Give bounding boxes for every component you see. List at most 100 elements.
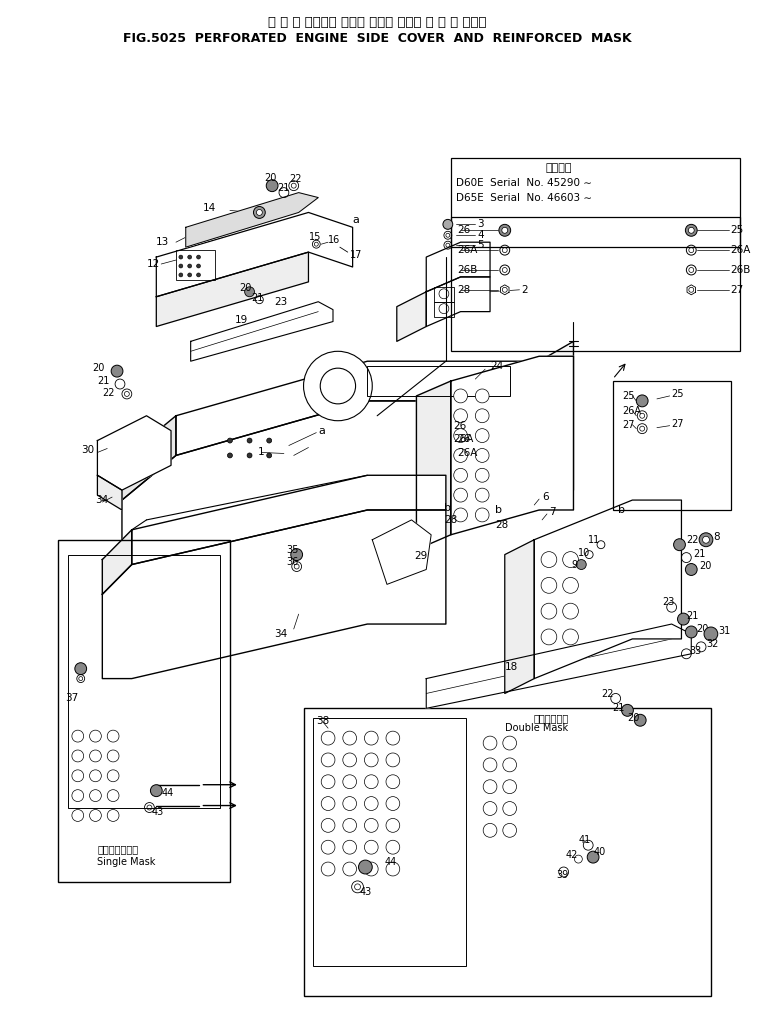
Circle shape — [454, 508, 468, 522]
Polygon shape — [132, 475, 446, 565]
Text: 33: 33 — [689, 646, 701, 655]
Text: 24: 24 — [490, 361, 503, 371]
Text: 20: 20 — [699, 561, 711, 571]
Text: 12: 12 — [146, 259, 159, 269]
Text: 26: 26 — [458, 434, 471, 444]
Bar — [451, 157, 740, 247]
Text: 26A: 26A — [458, 448, 478, 458]
Circle shape — [685, 564, 698, 575]
Circle shape — [685, 626, 698, 638]
Text: 17: 17 — [350, 250, 362, 260]
Circle shape — [622, 704, 633, 716]
Text: 21: 21 — [613, 703, 625, 713]
Polygon shape — [451, 357, 574, 534]
Circle shape — [673, 538, 685, 551]
Text: 31: 31 — [719, 626, 731, 636]
Circle shape — [685, 225, 698, 237]
Polygon shape — [97, 475, 122, 510]
Text: 22: 22 — [686, 534, 699, 545]
Circle shape — [475, 429, 489, 443]
Polygon shape — [186, 193, 318, 247]
Text: 20: 20 — [696, 624, 709, 634]
Text: 21: 21 — [277, 183, 289, 193]
Text: 23: 23 — [274, 297, 288, 307]
Circle shape — [699, 532, 713, 547]
Bar — [176, 250, 216, 279]
Text: 20: 20 — [240, 282, 252, 293]
Polygon shape — [122, 401, 539, 560]
Text: D65E  Serial  No. 46603 ∼: D65E Serial No. 46603 ∼ — [455, 193, 592, 202]
Polygon shape — [534, 500, 682, 679]
Text: 25: 25 — [672, 389, 684, 399]
Circle shape — [257, 209, 263, 215]
Text: 20: 20 — [93, 363, 105, 373]
Circle shape — [247, 438, 252, 443]
Circle shape — [179, 273, 183, 277]
Circle shape — [247, 453, 252, 458]
Text: 22: 22 — [102, 388, 115, 398]
Text: 34: 34 — [274, 629, 288, 639]
Text: 空 あ き エンジン サイド カバー および 強 化 形 マスク: 空 あ き エンジン サイド カバー および 強 化 形 マスク — [268, 15, 487, 28]
Circle shape — [703, 536, 710, 544]
Text: 35: 35 — [286, 545, 298, 555]
Circle shape — [75, 662, 87, 675]
Circle shape — [197, 264, 200, 268]
Text: 26: 26 — [454, 421, 467, 431]
Circle shape — [254, 206, 265, 218]
Text: 30: 30 — [80, 445, 94, 455]
Text: 14: 14 — [203, 203, 216, 213]
Text: b: b — [444, 503, 451, 513]
Circle shape — [179, 264, 183, 268]
Text: 26A: 26A — [458, 245, 478, 255]
Text: 22: 22 — [601, 690, 613, 699]
Circle shape — [576, 560, 586, 570]
Polygon shape — [102, 529, 132, 594]
Polygon shape — [417, 381, 451, 550]
Bar — [367, 366, 510, 396]
Text: 27: 27 — [730, 284, 744, 295]
Circle shape — [266, 453, 272, 458]
Bar — [451, 217, 740, 352]
Circle shape — [454, 408, 468, 423]
Text: 15: 15 — [308, 233, 321, 242]
Circle shape — [187, 264, 192, 268]
Text: 11: 11 — [588, 534, 600, 545]
Circle shape — [358, 861, 372, 874]
Text: 26B: 26B — [730, 265, 751, 275]
Text: 25: 25 — [622, 391, 635, 401]
Polygon shape — [156, 252, 308, 326]
Text: 44: 44 — [161, 787, 174, 798]
Text: 39: 39 — [557, 870, 569, 880]
Circle shape — [475, 488, 489, 502]
Circle shape — [475, 508, 489, 522]
Polygon shape — [427, 624, 691, 708]
Text: 21: 21 — [251, 293, 264, 303]
Circle shape — [197, 255, 200, 259]
Text: b: b — [495, 505, 502, 515]
Text: 28: 28 — [458, 284, 471, 295]
Text: 26A: 26A — [454, 434, 474, 444]
Polygon shape — [427, 277, 490, 326]
Text: 5: 5 — [477, 240, 484, 250]
Circle shape — [636, 395, 648, 406]
Text: 18: 18 — [505, 661, 518, 672]
Text: 21: 21 — [693, 549, 706, 559]
Text: 3: 3 — [477, 219, 484, 230]
Text: ダブルマスク: ダブルマスク — [534, 713, 568, 723]
Text: 16: 16 — [328, 236, 340, 245]
Circle shape — [502, 228, 508, 234]
Text: 34: 34 — [96, 495, 109, 505]
Text: 32: 32 — [706, 639, 718, 649]
Text: b: b — [618, 505, 625, 515]
Text: 7: 7 — [549, 507, 556, 517]
Circle shape — [454, 488, 468, 502]
Circle shape — [179, 255, 183, 259]
Text: 21: 21 — [97, 376, 110, 386]
Polygon shape — [505, 539, 534, 694]
Circle shape — [443, 219, 453, 230]
Polygon shape — [122, 416, 176, 500]
Circle shape — [475, 389, 489, 403]
Circle shape — [197, 273, 200, 277]
Bar — [58, 539, 230, 882]
Text: 23: 23 — [662, 597, 674, 608]
